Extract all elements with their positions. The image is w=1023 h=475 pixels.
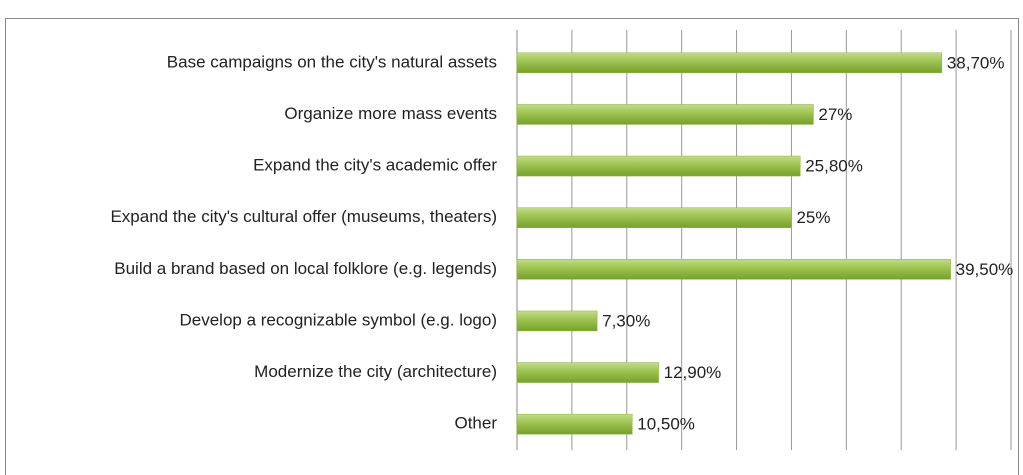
data-label: 38,70% [947, 53, 1005, 72]
y-tick-label: Base campaigns on the city's natural ass… [167, 52, 497, 71]
y-tick-label: Develop a recognizable symbol (e.g. logo… [179, 310, 497, 329]
bar [516, 413, 633, 435]
data-label: 39,50% [956, 260, 1014, 279]
data-label: 7,30% [602, 311, 650, 330]
data-label: 12,90% [664, 363, 722, 382]
bar [516, 104, 814, 125]
bar [516, 207, 792, 228]
y-tick-label: Modernize the city (architecture) [254, 362, 497, 381]
bar [516, 52, 943, 74]
y-tick-label: Expand the city's academic offer [253, 156, 497, 175]
y-tick-label: Other [454, 414, 497, 433]
data-label: 10,50% [637, 415, 695, 434]
bar [516, 259, 951, 280]
bar [516, 310, 598, 332]
y-tick-label: Build a brand based on local folklore (e… [114, 259, 497, 278]
data-label: 25,80% [805, 157, 863, 176]
data-label: 27% [818, 105, 852, 124]
bar [516, 155, 801, 177]
y-tick-label: Expand the city's cultural offer (museum… [110, 207, 497, 226]
y-tick-label: Organize more mass events [284, 104, 497, 123]
data-label: 25% [796, 208, 830, 227]
chart-frame [5, 18, 1019, 475]
bar [516, 362, 659, 383]
